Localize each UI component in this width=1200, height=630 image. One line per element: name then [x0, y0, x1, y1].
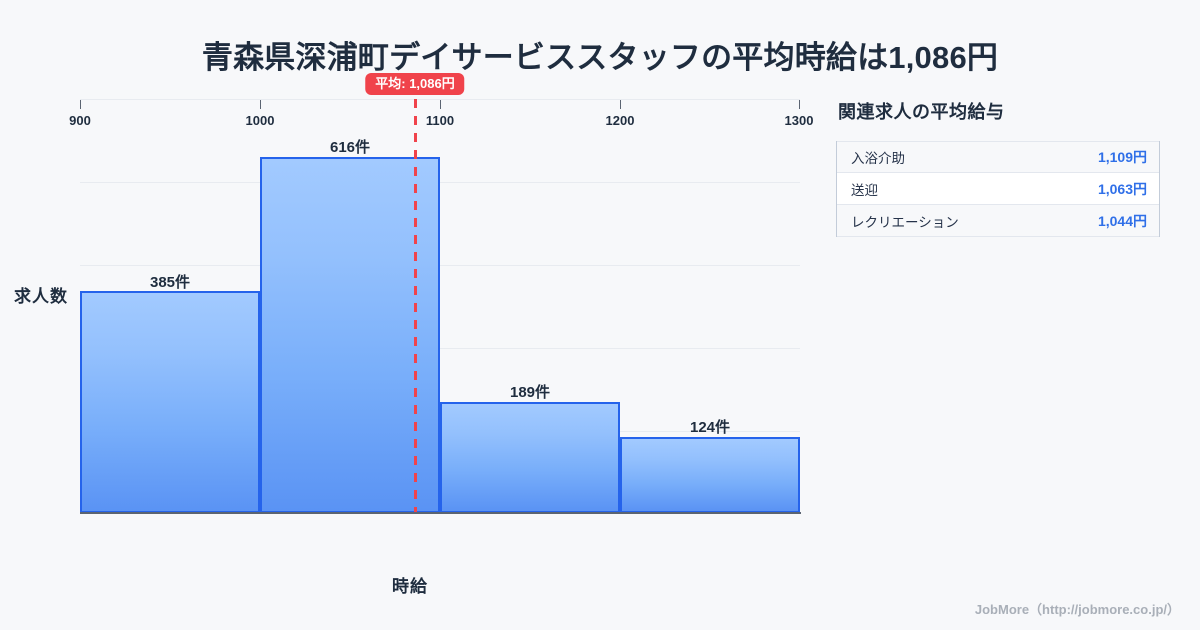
related-salary-panel: 関連求人の平均給与 入浴介助 1,109円 送迎 1,063円 レクリエーション… [836, 98, 1166, 237]
table-row[interactable]: 入浴介助 1,109円 [837, 141, 1159, 173]
bar-value-label: 385件 [149, 274, 191, 291]
x-tick-label: 1000 [245, 113, 275, 128]
table-row-value: 1,109円 [1097, 149, 1147, 165]
y-axis-label: 求人数 [14, 287, 68, 306]
table-row-value: 1,063円 [1097, 180, 1147, 197]
x-tick-label: 1300 [784, 113, 814, 128]
x-tick-label: 1200 [605, 113, 635, 128]
table-row[interactable]: レクリエーション 1,044円 [837, 205, 1159, 237]
gridline [80, 348, 800, 349]
page-title: 青森県深浦町デイサービススタッフの平均時給は1,086円 [201, 40, 999, 75]
x-tick-label: 900 [69, 113, 91, 128]
histogram-chart: 求人数 385件 616件 189件 124件 平均: 1,086円 [14, 73, 813, 596]
x-tick [80, 100, 81, 109]
gridline [80, 265, 800, 266]
table-row-value: 1,044円 [1097, 212, 1147, 229]
average-line [414, 99, 417, 513]
table-row[interactable]: 送迎 1,063円 [837, 173, 1159, 205]
plot-area: 385件 616件 189件 124件 平均: 1,086円 900 1000 … [69, 73, 813, 514]
related-salary-heading: 関連求人の平均給与 [838, 102, 1005, 122]
table-row-label: 入浴介助 [851, 151, 905, 166]
x-tick [620, 100, 621, 109]
bar-value-label: 124件 [689, 419, 731, 436]
x-tick [260, 100, 261, 109]
x-tick-label: 1100 [425, 113, 455, 128]
average-badge: 平均: 1,086円 [365, 73, 465, 95]
x-axis-line [80, 512, 801, 514]
bar[interactable] [440, 402, 620, 513]
bar-value-label: 189件 [509, 384, 551, 401]
bar[interactable] [80, 291, 260, 513]
x-tick [440, 100, 441, 109]
gridline [80, 182, 800, 183]
x-axis-label: 時給 [392, 577, 428, 596]
watermark-footer: JobMore（http://jobmore.co.jp/） [974, 602, 1180, 617]
table-row-label: レクリエーション [851, 214, 959, 230]
related-salary-table: 入浴介助 1,109円 送迎 1,063円 レクリエーション 1,044円 [836, 141, 1160, 237]
table-row-label: 送迎 [851, 182, 878, 198]
bar[interactable] [620, 437, 800, 513]
gridline [80, 99, 800, 100]
x-tick [799, 100, 800, 109]
bar-value-label: 616件 [329, 139, 371, 156]
bar[interactable] [260, 157, 440, 513]
